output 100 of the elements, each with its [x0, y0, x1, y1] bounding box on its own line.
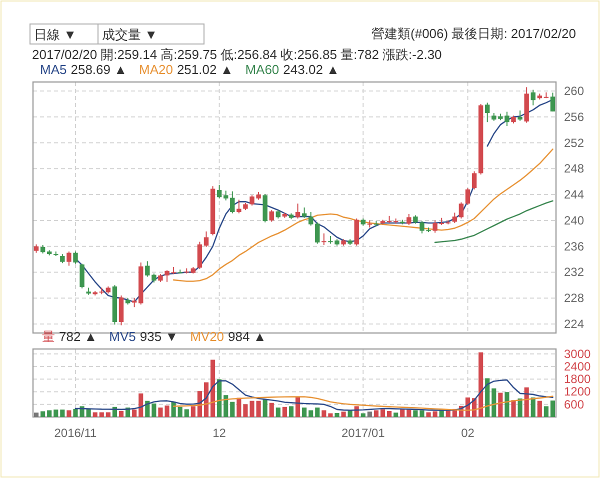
bar — [302, 408, 307, 417]
text: 成交量 ▼ — [102, 27, 158, 42]
line-series — [74, 379, 554, 411]
text: MA5 — [40, 62, 67, 77]
candlestick — [472, 170, 477, 190]
bar — [485, 378, 490, 417]
y-tick-label: 232 — [564, 265, 584, 280]
y-tick-label: 1200 — [564, 384, 592, 399]
x-tick-label: 2016/11 — [54, 426, 98, 440]
bar — [426, 412, 431, 417]
bar — [236, 398, 242, 417]
candlestick — [80, 263, 84, 289]
candlestick — [269, 210, 274, 222]
annotation: 935 ▼ — [140, 329, 178, 344]
bar — [367, 412, 372, 417]
bar — [269, 402, 274, 417]
bar — [315, 408, 320, 417]
candlestick — [197, 241, 202, 270]
y-tick-label: 256 — [564, 110, 584, 124]
bar — [152, 404, 156, 417]
text: MA60 — [245, 62, 280, 77]
bar — [210, 360, 216, 417]
bar — [106, 412, 110, 417]
bar — [432, 411, 438, 417]
y-tick-label: 260 — [564, 84, 584, 98]
bar — [256, 400, 261, 417]
x-tick-label: 12 — [212, 426, 226, 440]
bar — [217, 379, 222, 417]
text: 251.02 ▲ — [176, 62, 234, 77]
candlestick — [458, 202, 464, 219]
bar — [288, 406, 294, 417]
bar — [184, 409, 189, 417]
bar — [478, 352, 484, 417]
text: 258.69 ▲ — [70, 62, 127, 77]
bar — [295, 397, 300, 417]
text: 營建類(#006) 最後日期: 2017/02/20 — [372, 26, 576, 41]
bar — [360, 413, 366, 417]
candlestick — [224, 190, 228, 201]
line-series — [172, 396, 554, 411]
candlestick — [73, 250, 78, 264]
bar — [328, 413, 333, 417]
bar — [400, 409, 405, 417]
y-tick-label: 3000 — [564, 346, 592, 361]
bar — [99, 412, 104, 417]
bar — [276, 408, 280, 417]
candlestick — [485, 102, 490, 123]
text: 243.02 ▲ — [283, 62, 340, 77]
bar — [132, 410, 137, 417]
candlestick — [230, 190, 235, 214]
bar — [66, 410, 72, 417]
y-tick-label: 228 — [564, 291, 584, 306]
text: 日線 ▼ — [34, 27, 76, 42]
bar — [308, 410, 314, 417]
candlestick — [530, 89, 536, 106]
bar — [394, 412, 398, 417]
bar — [230, 402, 235, 417]
bar — [334, 412, 340, 417]
bar — [47, 410, 52, 417]
candlestick — [406, 213, 412, 226]
candlestick — [452, 212, 458, 224]
bar — [34, 412, 39, 417]
candlestick — [315, 222, 320, 244]
bar — [282, 406, 287, 417]
y-tick-label: 240 — [564, 213, 584, 228]
text: MV5 — [109, 329, 136, 344]
line-series — [172, 148, 554, 282]
candlestick — [60, 254, 65, 264]
bar — [550, 400, 556, 417]
candlestick — [204, 230, 209, 248]
bar — [118, 410, 124, 417]
annotation: 984 ▲ — [228, 329, 266, 344]
bar — [354, 406, 359, 417]
candlestick — [308, 212, 314, 226]
candlestick — [236, 199, 242, 214]
x-tick-label: 02 — [461, 426, 475, 440]
text: MV20 — [190, 329, 224, 344]
y-tick-label: 244 — [564, 188, 584, 202]
candlestick — [322, 232, 326, 246]
candlestick — [465, 188, 470, 206]
bar — [504, 392, 510, 417]
y-tick-label: 600 — [564, 397, 584, 412]
y-tick-label: 1800 — [564, 372, 592, 386]
bar — [498, 392, 503, 417]
candlestick — [518, 110, 522, 122]
text: 2017/02/20 開:259.14 高:259.75 低:256.84 收:256.85 量:782 漲跌:-2.30 — [32, 47, 442, 62]
y-tick-label: 224 — [564, 316, 584, 331]
bar — [518, 398, 522, 417]
bar — [420, 410, 424, 417]
annotation: 782 ▲ — [59, 329, 98, 344]
x-tick-label: 2017/01 — [341, 426, 386, 440]
bar — [544, 406, 548, 417]
y-tick-label: 236 — [564, 239, 584, 254]
line-series — [434, 200, 554, 244]
candlestick — [550, 92, 556, 112]
candlestick — [295, 203, 300, 219]
bar — [492, 388, 496, 417]
bar — [60, 410, 65, 417]
y-tick-label: 248 — [564, 162, 584, 176]
bar — [190, 406, 196, 417]
bar — [262, 399, 268, 417]
